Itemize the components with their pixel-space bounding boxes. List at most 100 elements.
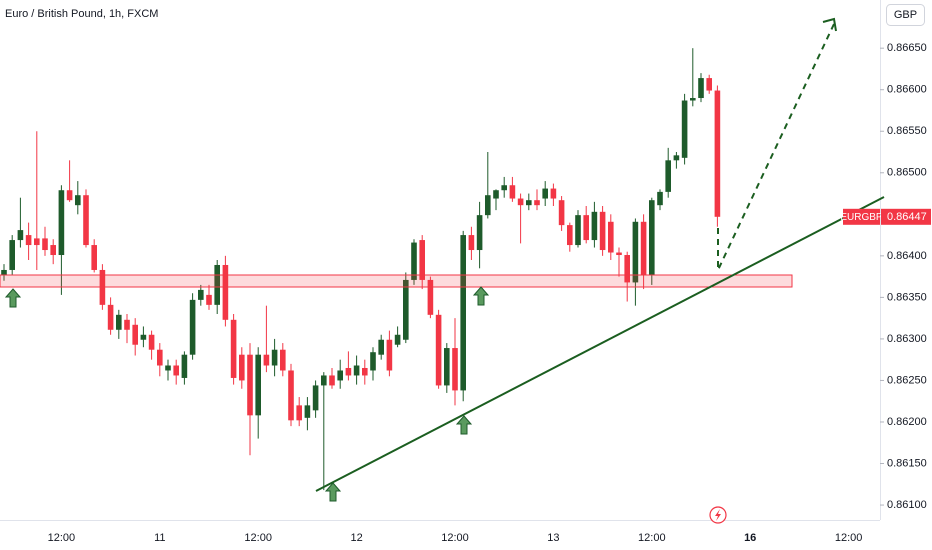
candle-body	[386, 339, 393, 371]
candle-body	[493, 190, 499, 199]
candle-body	[247, 354, 253, 416]
price-tag-bg	[881, 208, 931, 225]
projection-arrowhead	[822, 17, 837, 32]
candle-body	[681, 100, 688, 158]
candle-body	[673, 155, 680, 161]
candle-body	[501, 185, 507, 191]
candle-body	[107, 304, 114, 330]
candle-body	[296, 405, 302, 421]
x-tick-label: 12:00	[441, 532, 469, 544]
candle-body	[485, 195, 491, 216]
candle-body	[173, 365, 179, 376]
candle-body	[640, 221, 647, 275]
candle-body	[83, 195, 89, 246]
candle-body	[58, 190, 65, 256]
candle-body	[1, 269, 7, 275]
candle-body	[690, 98, 696, 101]
candle-body	[189, 299, 196, 355]
y-tick-label: 0.86350	[887, 291, 927, 303]
candle-body	[353, 365, 360, 376]
candle-body	[657, 191, 663, 206]
x-tick-label: 12:00	[835, 532, 863, 544]
up-arrow	[472, 286, 490, 306]
candle-body	[198, 289, 204, 300]
candle-body	[444, 348, 450, 386]
trend-line	[315, 196, 885, 492]
candle-body	[148, 334, 155, 350]
candle-body	[706, 78, 712, 91]
candle-body	[280, 349, 286, 371]
candle-body	[116, 314, 122, 330]
candle-body	[312, 385, 319, 411]
candle-body	[17, 230, 24, 241]
x-tick-label: 12:00	[244, 532, 272, 544]
candle-body	[362, 367, 368, 376]
candle-body	[583, 215, 589, 241]
candle-body	[66, 190, 73, 201]
y-tick-label: 0.86250	[887, 374, 927, 386]
candle-body	[632, 221, 639, 283]
x-tick-label: 13	[547, 532, 559, 544]
candle-body	[165, 365, 171, 371]
candle-body	[222, 264, 229, 320]
projection-path	[717, 23, 835, 271]
currency-label[interactable]: GBP	[894, 9, 917, 21]
candle-body	[616, 252, 622, 256]
candle-body	[91, 245, 97, 270]
candle-body	[403, 279, 409, 340]
chart-title: Euro / British Pound, 1h, FXCM	[5, 8, 158, 20]
candle-body	[214, 264, 220, 305]
candle-body	[140, 334, 147, 340]
x-tick-label: 12:00	[48, 532, 76, 544]
price-tag-name-bg	[843, 208, 880, 225]
price-tag-name: EURGBP	[840, 212, 883, 223]
candle-body	[476, 215, 483, 251]
y-tick-label: 0.86550	[887, 125, 927, 137]
candle-body	[411, 242, 417, 280]
up-arrow	[324, 482, 342, 502]
candle-body	[427, 279, 434, 315]
candle-body	[665, 160, 671, 192]
candle-body	[460, 235, 466, 391]
candle-body	[419, 240, 425, 280]
candle-body	[329, 375, 335, 386]
currency-button[interactable]	[886, 4, 925, 26]
candle-body	[714, 90, 721, 217]
candle-body	[288, 370, 294, 421]
candle-body	[181, 354, 188, 378]
candle-body	[263, 354, 270, 366]
x-tick-label: 11	[154, 532, 165, 544]
candle-body	[304, 405, 311, 418]
candle-body	[50, 245, 56, 256]
y-tick-label: 0.86400	[887, 250, 927, 262]
y-tick-label: 0.86200	[887, 416, 927, 428]
candle-body	[435, 314, 442, 386]
candle-body	[42, 238, 48, 251]
candle-body	[206, 294, 212, 305]
candle-body	[567, 225, 573, 246]
x-tick-label: 16	[744, 532, 756, 544]
y-tick-label: 0.86300	[887, 333, 927, 345]
candle-body	[509, 185, 516, 199]
candle-body	[558, 200, 565, 226]
event-bolt[interactable]	[715, 509, 721, 521]
candle-body	[394, 334, 401, 345]
candle-body	[157, 349, 163, 366]
y-tick-label: 0.86650	[887, 42, 927, 54]
candle-body	[25, 235, 32, 246]
support-zone	[0, 274, 793, 288]
candle-body	[599, 211, 606, 251]
candle-body	[608, 221, 614, 253]
candle-body	[468, 235, 475, 251]
candle-body	[378, 339, 384, 355]
x-tick-label: 12:00	[638, 532, 666, 544]
y-tick-label: 0.86100	[887, 499, 927, 511]
price-tag-value: 0.86447	[887, 211, 927, 223]
event-icon[interactable]	[709, 506, 727, 524]
candle-body	[75, 195, 81, 206]
y-tick-label: 0.86500	[887, 167, 927, 179]
candle-body	[591, 211, 598, 241]
candle-body	[624, 255, 630, 283]
candle-body	[550, 188, 557, 199]
